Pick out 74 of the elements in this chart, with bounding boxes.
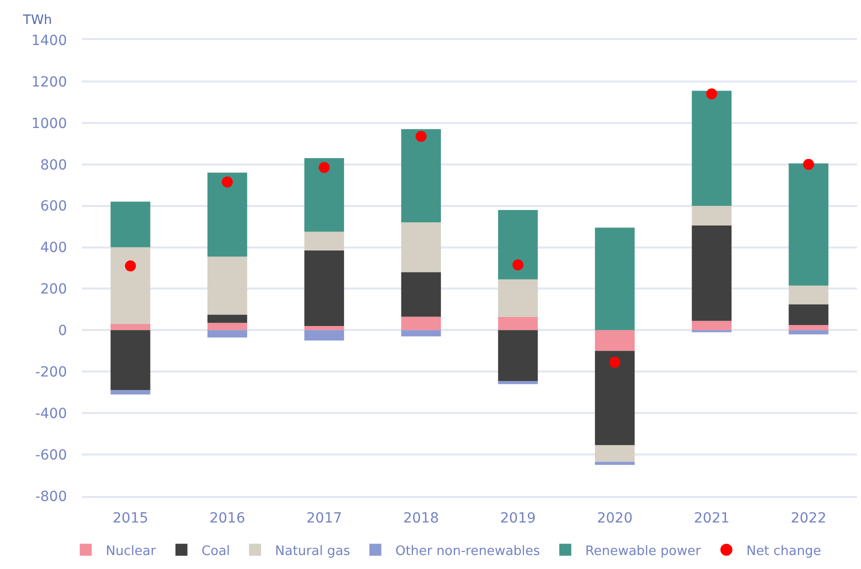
y-tick-label: 800 bbox=[40, 157, 67, 174]
bar bbox=[498, 330, 538, 381]
x-tick-label: 2015 bbox=[112, 510, 148, 527]
y-tick-label: 600 bbox=[40, 198, 67, 215]
x-tick-label: 2018 bbox=[403, 510, 439, 527]
bar bbox=[304, 232, 344, 250]
bar bbox=[594, 330, 635, 351]
bar bbox=[304, 330, 344, 341]
y-tick-label: -600 bbox=[35, 447, 67, 464]
bar bbox=[110, 247, 150, 324]
point bbox=[512, 259, 524, 270]
y-axis-title: TWh bbox=[22, 13, 52, 28]
bar bbox=[594, 228, 635, 330]
bar bbox=[304, 158, 344, 232]
bar bbox=[788, 286, 828, 304]
y-tick-label: -200 bbox=[35, 364, 67, 381]
legend-label: Coal bbox=[201, 544, 230, 559]
bar bbox=[498, 380, 538, 384]
bar bbox=[788, 330, 828, 334]
bar bbox=[401, 316, 441, 330]
bar bbox=[207, 172, 248, 257]
bar bbox=[207, 256, 248, 315]
y-tick-label: -800 bbox=[35, 488, 67, 505]
x-tick-label: 2021 bbox=[694, 510, 730, 527]
bar bbox=[498, 210, 538, 280]
point bbox=[222, 176, 233, 188]
y-tick-label: 0 bbox=[58, 323, 67, 340]
legend-label: Natural gas bbox=[275, 544, 350, 559]
x-tick-label: 2019 bbox=[500, 510, 536, 527]
bar bbox=[401, 129, 441, 222]
point bbox=[124, 260, 136, 272]
x-tick-label: 2020 bbox=[596, 510, 633, 527]
bar bbox=[110, 202, 150, 248]
bar bbox=[788, 325, 828, 330]
y-tick-label: 200 bbox=[40, 282, 67, 298]
bar bbox=[110, 390, 150, 394]
bar bbox=[110, 324, 150, 330]
legend-label: Nuclear bbox=[106, 544, 156, 559]
bar bbox=[401, 222, 441, 272]
y-tick-label: 1200 bbox=[31, 74, 67, 90]
x-tick-label: 2017 bbox=[306, 510, 342, 527]
bar bbox=[594, 350, 635, 446]
point bbox=[318, 162, 330, 173]
bar bbox=[692, 90, 732, 206]
bar bbox=[788, 304, 828, 325]
bar bbox=[692, 206, 732, 226]
bar bbox=[594, 462, 635, 465]
bar bbox=[692, 320, 732, 330]
y-tick-label: 400 bbox=[40, 240, 67, 256]
bar bbox=[692, 226, 732, 321]
y-tick-label: 1000 bbox=[31, 116, 67, 132]
y-tick-label: 1400 bbox=[31, 32, 67, 49]
bar bbox=[498, 316, 538, 330]
bar bbox=[110, 330, 150, 390]
bar bbox=[207, 322, 248, 330]
bar bbox=[788, 163, 828, 286]
point bbox=[706, 88, 718, 100]
bar bbox=[401, 272, 441, 317]
x-tick-label: 2022 bbox=[790, 510, 826, 527]
point bbox=[416, 130, 427, 142]
point bbox=[803, 158, 814, 170]
bar bbox=[207, 330, 248, 338]
x-tick-label: 2016 bbox=[209, 510, 246, 527]
bar bbox=[304, 250, 344, 326]
y-tick-label: -400 bbox=[35, 406, 67, 422]
bar bbox=[401, 330, 441, 336]
bar bbox=[594, 445, 635, 462]
bar bbox=[207, 314, 248, 323]
legend-label: Other non-renewables bbox=[395, 544, 540, 559]
point bbox=[609, 356, 620, 368]
legend-label: Renewable power bbox=[585, 544, 702, 559]
legend-label: Net change bbox=[746, 544, 822, 559]
bar bbox=[498, 279, 538, 317]
bar bbox=[304, 326, 344, 330]
